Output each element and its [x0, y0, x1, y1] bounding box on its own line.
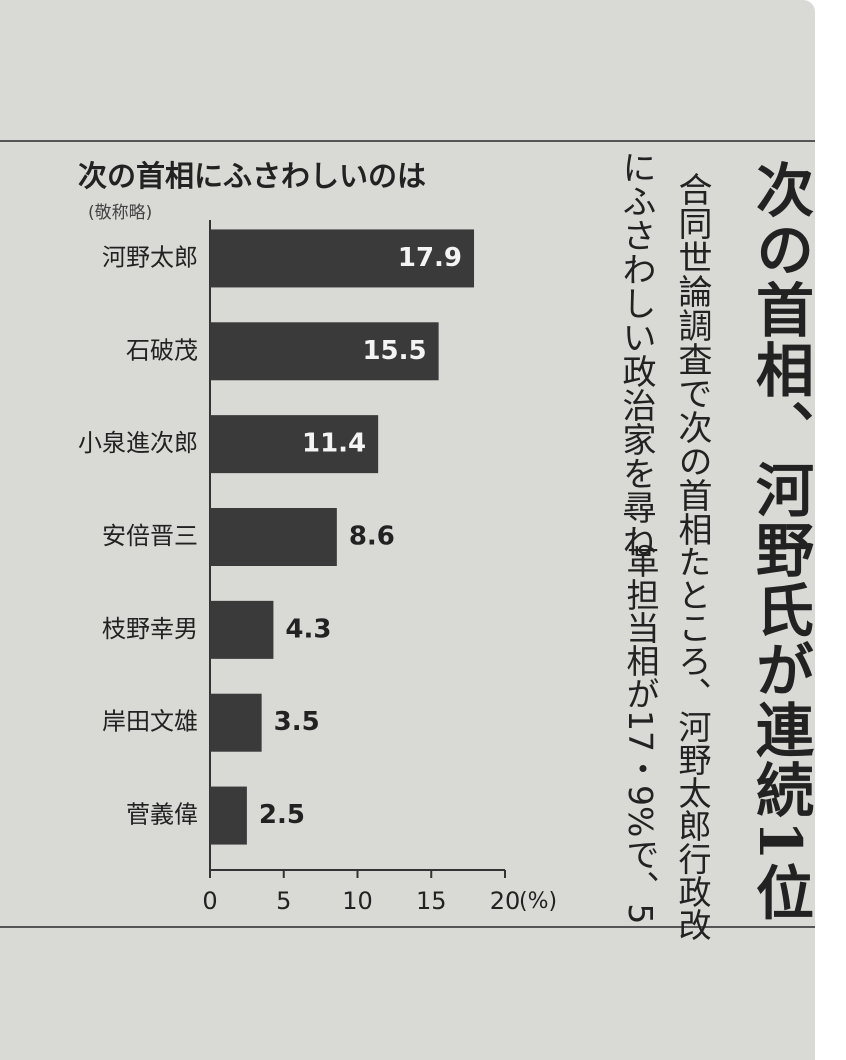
rule: [0, 926, 815, 928]
bar: [210, 322, 439, 381]
data-label: 3.5: [274, 707, 320, 737]
y-tick-label: 枝野幸男: [102, 615, 198, 643]
y-tick-label: 小泉進次郎: [78, 429, 198, 457]
lead-line: にふさわしい政治家を尋ね: [616, 150, 656, 558]
x-tick-label: 10: [342, 887, 373, 915]
bar: [210, 786, 247, 845]
x-tick-label: 15: [416, 887, 447, 915]
y-tick-label: 菅義偉: [126, 801, 198, 829]
body-line: たところ、河野太郎行政改: [673, 545, 712, 941]
rule: [0, 140, 815, 142]
bar: [210, 415, 379, 474]
chart-subtitle: (敬称略): [88, 203, 152, 223]
x-unit: (%): [519, 889, 557, 914]
x-tick-label: 0: [202, 887, 217, 915]
x-tick-label: 5: [276, 887, 291, 915]
data-label: 11.4: [302, 429, 366, 459]
chart-title: 次の首相にふさわしいのは: [78, 159, 426, 193]
bar: [210, 600, 274, 659]
y-tick-label: 河野太郎: [102, 243, 198, 271]
y-tick-label: 岸田文雄: [102, 708, 198, 736]
data-label: 15.5: [362, 336, 426, 366]
bar: [210, 508, 337, 566]
data-label: 2.5: [259, 800, 305, 830]
lead-line: 合同世論調査で次の首相: [672, 172, 712, 546]
y-tick-label: 安倍晋三: [102, 522, 198, 550]
data-label: 8.6: [349, 522, 395, 552]
chart: 次の首相にふさわしいのは (敬称略) 0 5 10 15 20(%) 河野太郎 17.9 石破…: [78, 159, 557, 915]
x-tick-label: 20: [490, 887, 521, 915]
body-line: 革担当相が17・9%で、5: [621, 545, 660, 925]
data-label: 17.9: [398, 243, 462, 273]
data-label: 4.3: [285, 614, 331, 644]
bar: [210, 693, 262, 752]
y-tick-label: 石破茂: [126, 336, 198, 364]
newspaper: 次の首相、河野氏が連続1位 合同世論調査で次の首相 にふさわしい政治家を尋ね た…: [0, 0, 815, 1060]
bar: [210, 229, 475, 288]
headline: 次の首相、河野氏が連続1位: [746, 160, 814, 923]
